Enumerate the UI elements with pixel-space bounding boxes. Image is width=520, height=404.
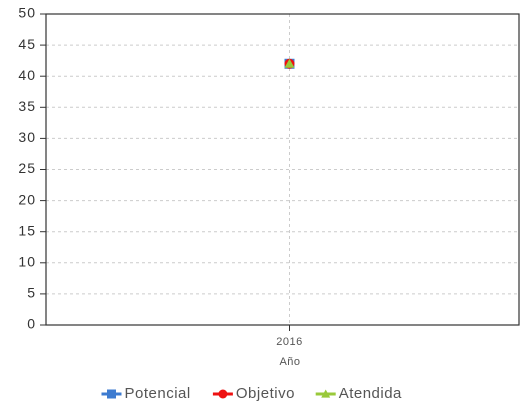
y-tick-label: 35 bbox=[18, 98, 36, 114]
y-tick-label: 5 bbox=[27, 285, 36, 301]
y-tick-label: 30 bbox=[18, 129, 36, 145]
y-tick-label: 25 bbox=[18, 160, 36, 176]
legend-label: Potencial bbox=[125, 385, 191, 402]
y-tick-label: 45 bbox=[18, 36, 36, 52]
y-tick-label: 15 bbox=[18, 222, 36, 238]
marker-square bbox=[107, 389, 116, 399]
legend-label: Objetivo bbox=[236, 385, 295, 402]
plot-border bbox=[45, 13, 520, 326]
x-tick-label: 2016 bbox=[276, 336, 302, 348]
marker-triangle bbox=[284, 58, 295, 68]
legend-label: Atendida bbox=[339, 385, 402, 402]
y-tick-label: 40 bbox=[18, 67, 36, 83]
x-axis-label: Año bbox=[279, 356, 300, 368]
y-tick-label: 0 bbox=[27, 316, 36, 332]
y-tick-label: 20 bbox=[18, 191, 36, 207]
marker-triangle bbox=[321, 389, 331, 398]
y-tick-label: 50 bbox=[18, 5, 36, 21]
y-tick-label: 10 bbox=[18, 254, 36, 270]
marker-circle bbox=[218, 389, 228, 399]
